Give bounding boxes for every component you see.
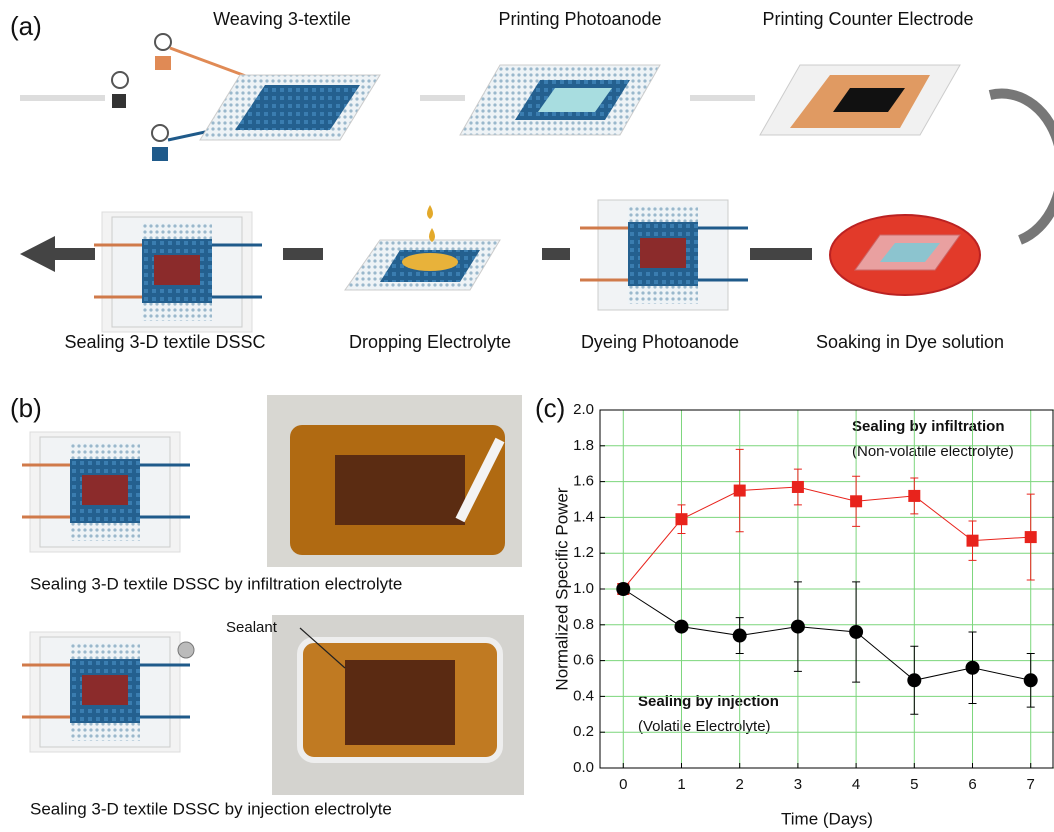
- step-label: Dropping Electrolyte: [349, 332, 511, 352]
- x-tick-label: 0: [619, 776, 627, 793]
- x-tick-label: 7: [1027, 776, 1035, 793]
- y-tick-label: 0.6: [573, 652, 594, 669]
- marker: [1024, 673, 1038, 687]
- y-tick-label: 1.0: [573, 580, 594, 597]
- step-label: Dyeing Photoanode: [581, 332, 739, 352]
- x-tick-label: 5: [910, 776, 918, 793]
- annotation: Sealing by infiltration: [852, 418, 1005, 435]
- step-label: Soaking in Dye solution: [816, 332, 1004, 352]
- y-tick-label: 0.0: [573, 759, 594, 776]
- marker: [850, 495, 862, 507]
- y-tick-label: 1.8: [573, 437, 594, 454]
- panel-label: (b): [10, 393, 42, 423]
- y-tick-label: 0.2: [573, 723, 594, 740]
- process-flow: [20, 34, 1054, 332]
- marker: [675, 513, 687, 525]
- marker: [734, 485, 746, 497]
- panel-label: (a): [10, 11, 42, 41]
- caption: Sealing 3-D textile DSSC by infiltration…: [30, 574, 402, 593]
- caption: Sealing 3-D textile DSSC by injection el…: [30, 799, 392, 818]
- marker: [674, 620, 688, 634]
- marker: [792, 481, 804, 493]
- marker: [616, 582, 630, 596]
- x-tick-label: 1: [677, 776, 685, 793]
- marker: [907, 673, 921, 687]
- step-label: Sealing 3-D textile DSSC: [64, 332, 265, 352]
- marker: [849, 625, 863, 639]
- x-tick-label: 6: [968, 776, 976, 793]
- x-tick-label: 4: [852, 776, 860, 793]
- y-tick-label: 1.2: [573, 544, 594, 561]
- sealant-label: Sealant: [226, 619, 278, 636]
- step-label: Printing Photoanode: [498, 9, 661, 29]
- marker: [733, 629, 747, 643]
- y-tick-label: 1.4: [573, 508, 594, 525]
- marker: [908, 490, 920, 502]
- panel-b-images: [22, 395, 524, 795]
- marker: [966, 661, 980, 675]
- figure: (a) Weaving 3-textile Printing Photoanod…: [0, 0, 1054, 832]
- annotation: Sealing by injection: [638, 693, 779, 710]
- y-tick-label: 0.8: [573, 616, 594, 633]
- x-tick-label: 2: [736, 776, 744, 793]
- step-label: Weaving 3-textile: [213, 9, 351, 29]
- y-tick-label: 0.4: [573, 687, 594, 704]
- x-tick-label: 3: [794, 776, 802, 793]
- y-tick-label: 2.0: [573, 401, 594, 418]
- y-axis-title: Normalized Specific Power: [552, 487, 571, 690]
- marker: [967, 535, 979, 547]
- y-tick-label: 1.6: [573, 473, 594, 490]
- marker: [791, 620, 805, 634]
- panel-label: (c): [535, 393, 565, 423]
- marker: [1025, 531, 1037, 543]
- step-label: Printing Counter Electrode: [762, 9, 973, 29]
- x-axis-title: Time (Days): [781, 809, 873, 828]
